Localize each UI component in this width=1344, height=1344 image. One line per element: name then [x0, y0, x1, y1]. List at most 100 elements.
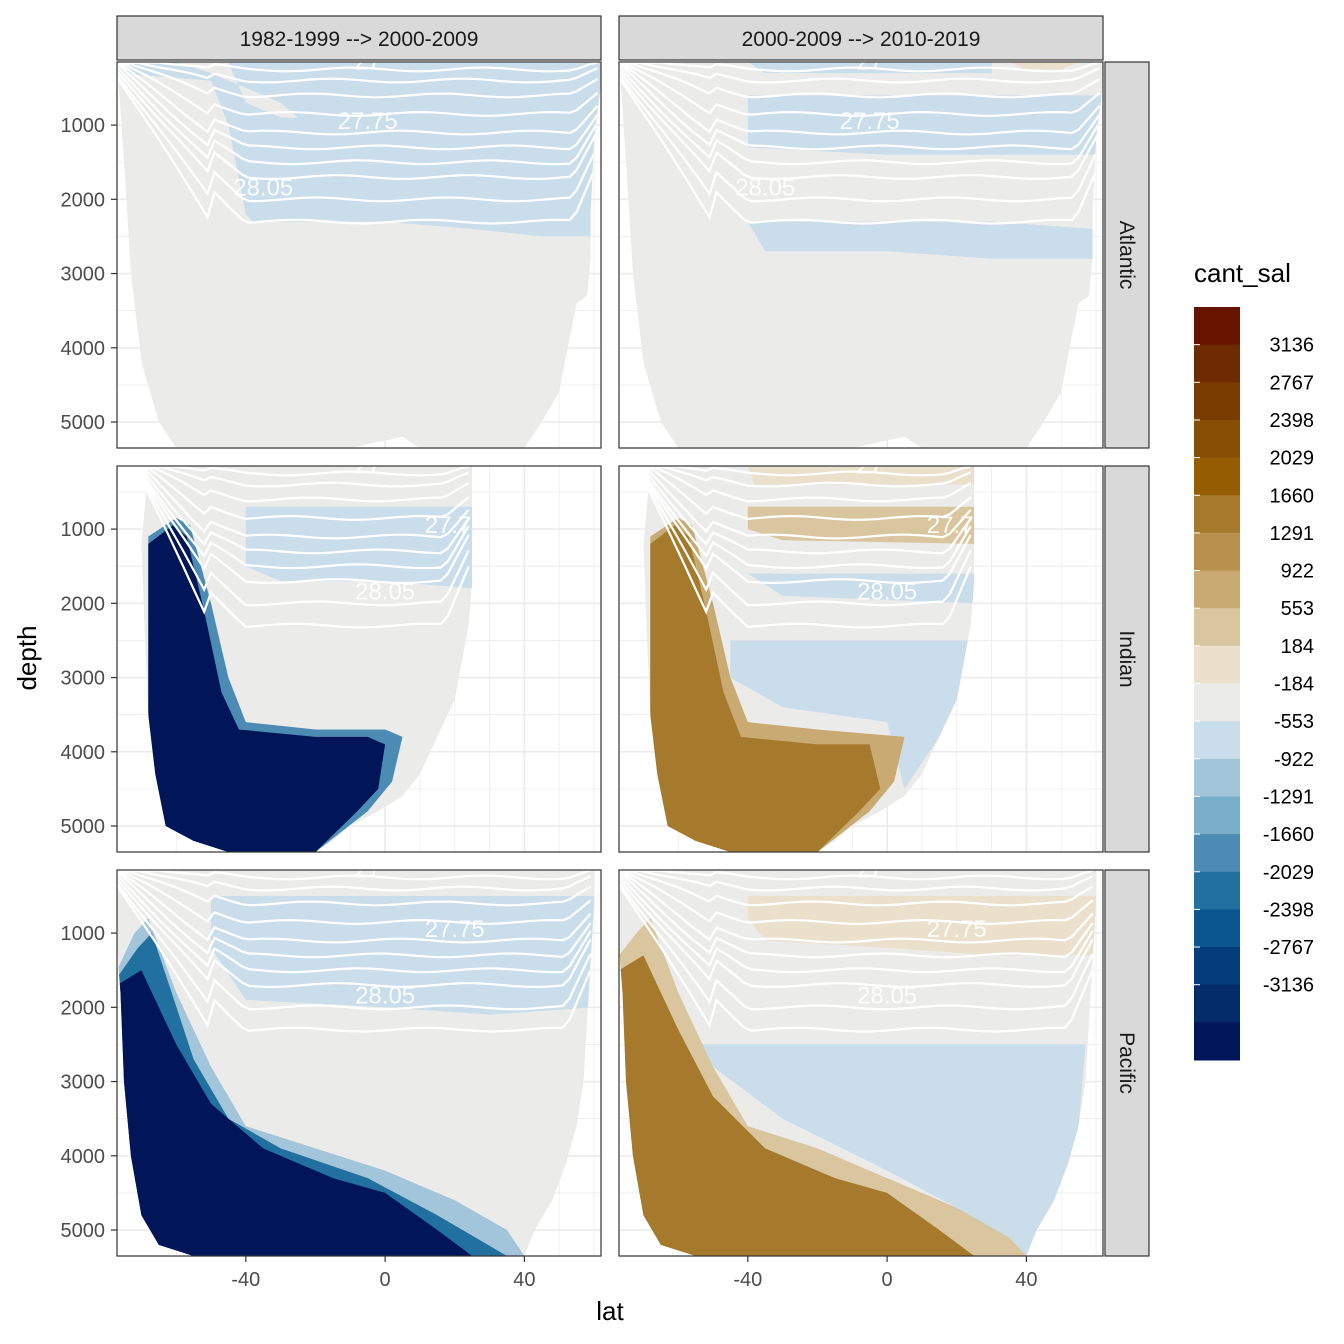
isopycnal-line — [619, 870, 1094, 892]
legend-label: -184 — [1274, 674, 1314, 696]
panel-pacific-1: 27 27.75 28.05 — [116, 869, 602, 1257]
isopycnal-line — [117, 62, 598, 73]
isopycnal-line — [117, 870, 591, 881]
legend-key — [1194, 683, 1240, 722]
isopycnal-label: 28.05 — [233, 175, 293, 202]
panel-border — [116, 465, 602, 853]
panel-border — [116, 869, 602, 1257]
anomaly-field: 27 27.75 28.05 — [141, 466, 473, 852]
legend-key — [1194, 984, 1240, 1023]
row-strip-label: Atlantic — [1115, 221, 1138, 290]
isopycnal-line — [117, 62, 599, 117]
legend-label: 922 — [1281, 561, 1314, 583]
isopycnal-line — [117, 74, 599, 203]
legend-label: -553 — [1274, 711, 1314, 733]
legend-key — [1194, 495, 1240, 534]
isopycnal-line — [619, 62, 1101, 117]
y-tick-label: 1000 — [61, 923, 106, 945]
legend-label: 1660 — [1270, 485, 1315, 507]
isopycnal-label: 27 — [856, 856, 883, 883]
isopycnal-label: 28.05 — [857, 579, 917, 606]
isopycnal-line — [141, 474, 470, 585]
isopycnal-line — [117, 870, 592, 892]
isopycnal-line — [117, 870, 592, 925]
isopycnal-line — [643, 477, 972, 607]
isopycnal-line — [141, 466, 470, 488]
isopycnal-label: 27.75 — [840, 108, 900, 135]
isopycnal-lines — [643, 466, 972, 629]
isopycnal-lines — [117, 62, 599, 225]
legend-label: -1291 — [1263, 786, 1314, 808]
isopycnal-line — [643, 471, 972, 570]
isopycnal-lines — [619, 62, 1101, 225]
column-strip-label: 2000-2009 --> 2010-2019 — [742, 28, 981, 51]
facet-panels: 2727.7528.052727.7528.052727.7528.052727… — [116, 61, 1104, 1257]
isopycnal-line — [117, 62, 599, 151]
legend-key — [1194, 608, 1240, 647]
isopycnal-line — [619, 62, 1101, 136]
isopycnal-line — [619, 870, 1093, 881]
legend-key — [1194, 419, 1240, 459]
isopycnal-line — [643, 466, 972, 488]
y-tick-label: 1000 — [61, 519, 106, 541]
legend-key — [1194, 382, 1240, 421]
y-tick-label: 4000 — [61, 1146, 106, 1168]
legend-key — [1194, 645, 1240, 684]
row-strip-label: Indian — [1115, 630, 1138, 687]
x-tick-label: 0 — [882, 1269, 893, 1291]
legend-label: 553 — [1281, 598, 1314, 620]
isopycnal-line — [117, 62, 599, 99]
legend-key — [1194, 457, 1240, 496]
legend-key — [1194, 871, 1240, 910]
isopycnal-line — [619, 62, 1100, 73]
isopycnal-line — [141, 466, 470, 540]
column-strip — [618, 15, 1104, 61]
isopycnal-label: 28.05 — [735, 175, 795, 202]
isopycnal-line — [619, 62, 1101, 99]
isopycnal-line — [141, 466, 469, 477]
legend-title: cant_sal — [1194, 258, 1291, 288]
legend-label: 2398 — [1270, 410, 1315, 432]
x-tick-label: -40 — [733, 1269, 762, 1291]
x-tick-label: 40 — [513, 1269, 535, 1291]
isopycnal-line — [117, 62, 599, 136]
contour-band — [619, 955, 975, 1256]
y-axis-title: depth — [12, 625, 42, 690]
y-tick-label: 1000 — [61, 115, 106, 137]
legend-key — [1194, 758, 1240, 797]
column-strip-label: 1982-1999 --> 2000-2009 — [240, 28, 479, 51]
isopycnal-line — [619, 69, 1101, 181]
legend-label: -1660 — [1263, 824, 1314, 846]
isopycnal-line — [643, 466, 971, 477]
isopycnal-line — [141, 466, 470, 503]
contour-band — [747, 95, 1103, 155]
isopycnal-lines — [141, 466, 470, 629]
y-tick-label: 2000 — [61, 997, 106, 1019]
x-tick-label: 0 — [380, 1269, 391, 1291]
isopycnal-line — [619, 74, 1101, 203]
x-tick-label: 40 — [1015, 1269, 1037, 1291]
y-tick-label: 5000 — [61, 816, 106, 838]
isopycnal-line — [117, 873, 592, 974]
legend-key — [1194, 307, 1240, 346]
isopycnal-line — [117, 885, 592, 1033]
contour-band — [747, 221, 1096, 259]
isopycnal-line — [619, 873, 1094, 974]
isopycnal-line — [117, 870, 592, 944]
contour-band — [117, 62, 601, 237]
isopycnal-line — [117, 69, 599, 181]
legend-key — [1194, 1022, 1240, 1061]
contour-band — [1009, 62, 1079, 70]
isopycnal-line — [619, 870, 1094, 907]
isopycnal-line — [141, 471, 470, 570]
isopycnal-label: 27.75 — [338, 108, 398, 135]
anomaly-field: 27 27.75 28.05 — [619, 62, 1103, 448]
isopycnal-line — [619, 885, 1094, 1033]
legend-labels: 3136 2767 2398 2029 1660 1291 922 553 184 -184 -55… — [1263, 335, 1314, 997]
legend-key — [1194, 909, 1240, 948]
isopycnal-line — [619, 870, 1094, 959]
contour-band — [238, 221, 594, 356]
contour-band — [176, 62, 299, 118]
isopycnal-line — [619, 870, 1094, 944]
legend-label: 1291 — [1270, 523, 1315, 545]
